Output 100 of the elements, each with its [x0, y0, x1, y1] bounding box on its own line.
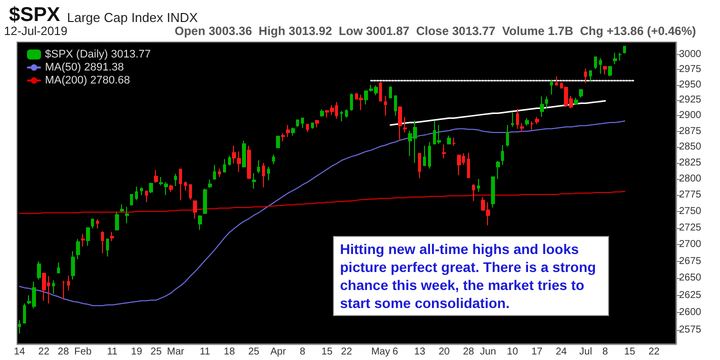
y-tick-label: 2600 [679, 307, 702, 318]
text: 12-Jul-2019 [4, 24, 68, 38]
x-tick-label: 25 [248, 346, 260, 358]
candlestick [101, 230, 104, 254]
x-tick-label: 20 [438, 346, 450, 358]
candlestick [359, 94, 363, 111]
y-tick-label: 2625 [679, 290, 702, 301]
line-series [18, 120, 626, 306]
candlestick [501, 144, 504, 166]
candlestick [530, 120, 534, 131]
candlestick [193, 200, 197, 220]
candlestick [154, 169, 158, 184]
candlestick [140, 186, 143, 196]
candlestick [320, 108, 324, 118]
x-tick-label: 14 [14, 346, 26, 358]
candlestick [394, 95, 397, 116]
candlestick [262, 162, 265, 188]
x-tick-label: 17 [531, 346, 543, 358]
y-tick-label: 2700 [679, 238, 702, 250]
candlestick [306, 124, 309, 132]
candlestick [198, 214, 202, 230]
candlestick [599, 58, 602, 74]
candlestick [428, 141, 431, 170]
x-tick-label: 24 [556, 346, 568, 358]
candlestick [189, 184, 192, 200]
candlestick [267, 166, 270, 181]
x-tick-label: May [371, 346, 390, 358]
candlestick [472, 184, 475, 202]
candlestick [37, 260, 41, 280]
candlestick [252, 172, 256, 190]
candlestick [228, 155, 231, 166]
candlestick [423, 145, 426, 166]
candlestick [179, 168, 182, 201]
candlestick [545, 96, 548, 109]
candlestick [340, 110, 343, 122]
candlestick [257, 160, 260, 174]
candlestick [67, 274, 70, 291]
x-tick-label: Jul [579, 346, 592, 358]
y-tick-label: 2675 [679, 256, 702, 267]
candlestick [130, 194, 133, 206]
candlestick [272, 154, 275, 165]
candlestick [525, 118, 529, 126]
y-tick-label: 2925 [679, 94, 702, 106]
y-tick-label: 2750 [679, 206, 702, 217]
candlestick [491, 176, 495, 208]
y-tick-label: 2725 [679, 222, 702, 234]
candlestick [452, 137, 456, 146]
candlestick [91, 218, 94, 230]
candlestick [81, 233, 85, 247]
candlestick [603, 66, 607, 76]
candlestick [247, 145, 251, 180]
x-tick-label: 11 [200, 346, 211, 358]
y-tick-label: 2950 [679, 79, 702, 90]
candlestick [120, 204, 124, 213]
candlestick [110, 231, 114, 242]
y-tick-label: 2975 [679, 64, 702, 76]
x-tick-label: Apr [270, 346, 287, 358]
y-tick-label: 2850 [679, 142, 702, 153]
y-tick-label: 2900 [679, 110, 702, 122]
x-tick-label: 15 [624, 346, 636, 358]
candlestick [315, 120, 319, 128]
legend-label: MA(50) 2891.38 [45, 62, 124, 74]
candlestick [286, 124, 290, 138]
candlestick [535, 116, 539, 125]
candlestick [623, 46, 626, 54]
x-tick-label: Jun [480, 346, 496, 358]
candlestick [618, 52, 622, 62]
line-series [390, 100, 606, 126]
candlestick [584, 68, 587, 84]
x-tick-label: 11 [106, 346, 118, 358]
chart-title: $SPX [9, 4, 61, 26]
candlestick [57, 262, 60, 274]
candlestick [276, 135, 280, 148]
y-tick-label: 2650 [679, 272, 702, 284]
candlestick [169, 184, 173, 192]
candlestick [418, 152, 421, 179]
candlestick [311, 122, 314, 130]
candlestick [457, 154, 461, 176]
candlestick [301, 118, 304, 129]
x-tick-label: 8 [602, 346, 608, 358]
candlestick [62, 280, 65, 300]
x-tick-label: Mar [167, 346, 185, 358]
candlestick [174, 173, 177, 187]
candlestick [296, 120, 299, 128]
candlestick [389, 86, 392, 98]
candlestick [96, 218, 99, 230]
candlestick [496, 160, 500, 180]
candlestick [555, 76, 558, 86]
y-tick-label: 2800 [679, 173, 702, 184]
text: Open 3003.36 High 3013.92 Low 3001.87 Close 3013.77 Volume 1.7B Chg +13.86 (+0.46%) [174, 24, 696, 38]
candlestick [442, 144, 446, 159]
candlestick [281, 132, 285, 142]
x-tick-label: 22 [648, 346, 660, 358]
candlestick [125, 206, 129, 224]
legend-label: $SPX (Daily) 3013.77 [45, 48, 151, 60]
candlestick [350, 92, 353, 112]
x-tick-label: Feb [74, 346, 92, 358]
candlestick [608, 66, 612, 77]
legend-label: MA(200) 2780.68 [45, 74, 130, 86]
y-tick-label: 2875 [679, 126, 702, 137]
